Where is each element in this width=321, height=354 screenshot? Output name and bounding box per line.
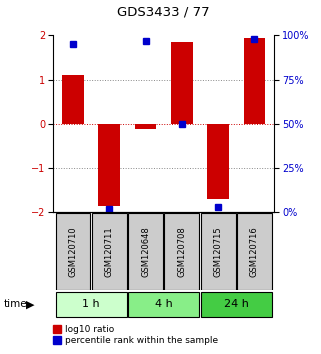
Bar: [201, 292, 272, 317]
Bar: [237, 213, 272, 290]
Text: GSM120716: GSM120716: [250, 226, 259, 277]
Bar: [201, 213, 236, 290]
Bar: [128, 292, 199, 317]
Bar: [56, 292, 127, 317]
Text: GSM120710: GSM120710: [68, 226, 77, 277]
Bar: [171, 42, 193, 124]
Text: time: time: [3, 299, 27, 309]
Bar: [98, 124, 120, 206]
Text: GDS3433 / 77: GDS3433 / 77: [117, 6, 210, 19]
Bar: [244, 38, 265, 124]
Bar: [207, 124, 229, 199]
Text: 1 h: 1 h: [82, 299, 100, 309]
Text: GSM120708: GSM120708: [178, 226, 187, 277]
Bar: [128, 213, 163, 290]
Text: 4 h: 4 h: [155, 299, 173, 309]
Legend: log10 ratio, percentile rank within the sample: log10 ratio, percentile rank within the …: [51, 323, 220, 347]
Bar: [62, 75, 84, 124]
Text: 24 h: 24 h: [224, 299, 249, 309]
Text: ▶: ▶: [26, 299, 35, 309]
Text: GSM120715: GSM120715: [214, 226, 223, 277]
Text: GSM120711: GSM120711: [105, 226, 114, 277]
Text: GSM120648: GSM120648: [141, 226, 150, 277]
Bar: [164, 213, 199, 290]
Bar: [92, 213, 127, 290]
Bar: [135, 124, 156, 129]
Bar: [56, 213, 91, 290]
